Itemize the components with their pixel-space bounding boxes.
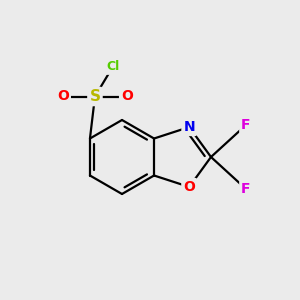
Text: O: O [183,180,195,194]
Text: Cl: Cl [106,60,120,73]
Text: F: F [241,182,251,196]
Text: F: F [241,118,251,132]
Text: N: N [183,120,195,134]
Text: O: O [57,89,69,103]
Text: S: S [89,89,100,104]
Text: O: O [121,89,133,103]
